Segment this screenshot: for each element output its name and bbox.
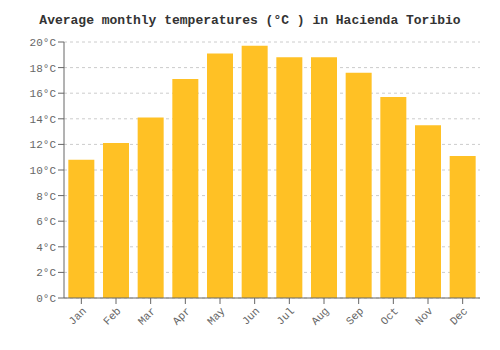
svg-text:Feb: Feb	[101, 305, 123, 327]
svg-text:14°C: 14°C	[30, 114, 57, 126]
svg-text:18°C: 18°C	[30, 63, 57, 75]
html-text:Average monthly temperatures (: Average monthly temperatures (°C ) in Ha…	[39, 13, 461, 28]
svg-text:2°C: 2°C	[36, 267, 56, 279]
svg-text:Jun: Jun	[240, 305, 262, 327]
svg-text:Sep: Sep	[344, 305, 366, 327]
svg-text:May: May	[205, 305, 228, 328]
svg-text:20°C: 20°C	[30, 37, 57, 49]
svg-text:Apr: Apr	[170, 305, 192, 327]
svg-text:Aug: Aug	[309, 305, 331, 327]
svg-text:Dec: Dec	[448, 305, 470, 327]
svg-text:4°C: 4°C	[36, 242, 56, 254]
svg-text:10°C: 10°C	[30, 165, 57, 177]
svg-text:Mar: Mar	[136, 305, 158, 327]
svg-text:8°C: 8°C	[36, 191, 56, 203]
svg-text:Nov: Nov	[413, 305, 436, 328]
svg-text:Jan: Jan	[66, 305, 88, 327]
svg-text:Oct: Oct	[378, 305, 400, 327]
svg-text:0°C: 0°C	[36, 293, 56, 305]
svg-text:12°C: 12°C	[30, 139, 57, 151]
svg-text:16°C: 16°C	[30, 88, 57, 100]
svg-text:6°C: 6°C	[36, 216, 56, 228]
svg-text:Jul: Jul	[274, 305, 296, 327]
